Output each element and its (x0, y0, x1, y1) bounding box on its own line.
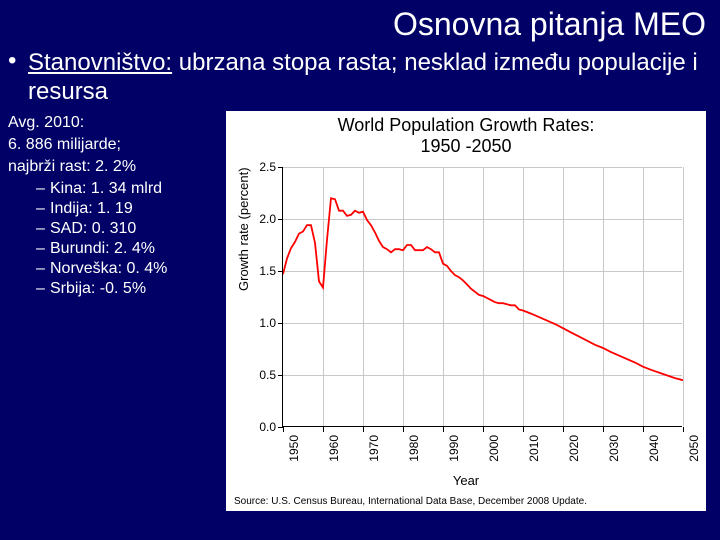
xtick-label: 2020 (567, 435, 581, 475)
xtick-label: 2030 (607, 435, 621, 475)
xtick-label: 2000 (487, 435, 501, 475)
slide-title: Osnovna pitanja MEO (0, 0, 720, 47)
xtick-label: 1990 (447, 435, 461, 475)
ytick-label: 2.5 (240, 160, 276, 174)
chart-title-line1: World Population Growth Rates: (338, 115, 595, 135)
list-item: SAD: 0. 310 (36, 219, 226, 239)
ytick-label: 0.0 (240, 420, 276, 434)
growth-rate-line (283, 167, 683, 427)
xtick-mark (563, 427, 564, 432)
xtick-mark (403, 427, 404, 432)
bullet-key: Stanovništvo: (28, 49, 172, 76)
xtick-mark (283, 427, 284, 432)
chart-title-line2: 1950 -2050 (420, 136, 511, 156)
xtick-label: 1950 (287, 435, 301, 475)
ytick-label: 1.0 (240, 316, 276, 330)
avg-line2: 6. 886 milijarde; (8, 135, 226, 157)
avg-line3: najbrži rast: 2. 2% (8, 157, 226, 179)
list-item: Burundi: 2. 4% (36, 239, 226, 259)
xtick-mark (683, 427, 684, 432)
xtick-label: 1960 (327, 435, 341, 475)
xtick-mark (363, 427, 364, 432)
content-row: Avg. 2010: 6. 886 milijarde; najbrži ras… (0, 111, 720, 511)
main-bullet: Stanovništvo: ubrzana stopa rasta; neskl… (0, 47, 720, 111)
chart-panel: World Population Growth Rates: 1950 -205… (226, 111, 706, 511)
ytick-label: 1.5 (240, 264, 276, 278)
xtick-mark (443, 427, 444, 432)
chart-title: World Population Growth Rates: 1950 -205… (226, 111, 706, 158)
list-item: Norveška: 0. 4% (36, 259, 226, 279)
plot-box: 1950196019701980199020002010202020302040… (282, 167, 682, 427)
list-item: Srbija: -0. 5% (36, 279, 226, 299)
plot-area: 1950196019701980199020002010202020302040… (282, 167, 682, 427)
xtick-label: 1970 (367, 435, 381, 475)
xtick-mark (323, 427, 324, 432)
xtick-label: 2010 (527, 435, 541, 475)
xtick-mark (483, 427, 484, 432)
ytick-label: 2.0 (240, 212, 276, 226)
avg-line1: Avg. 2010: (8, 113, 226, 135)
xtick-label: 2040 (647, 435, 661, 475)
xtick-label: 2050 (687, 435, 701, 475)
chart-source: Source: U.S. Census Bureau, Internationa… (234, 496, 587, 507)
xtick-mark (643, 427, 644, 432)
list-item: Indija: 1. 19 (36, 199, 226, 219)
xtick-label: 1980 (407, 435, 421, 475)
left-column: Avg. 2010: 6. 886 milijarde; najbrži ras… (8, 111, 226, 511)
ytick-label: 0.5 (240, 368, 276, 382)
list-item: Kina: 1. 34 mlrd (36, 179, 226, 199)
x-axis-label: Year (226, 473, 706, 488)
xtick-mark (603, 427, 604, 432)
xtick-mark (523, 427, 524, 432)
country-list: Kina: 1. 34 mlrd Indija: 1. 19 SAD: 0. 3… (8, 179, 226, 299)
gridline-v (683, 167, 684, 426)
